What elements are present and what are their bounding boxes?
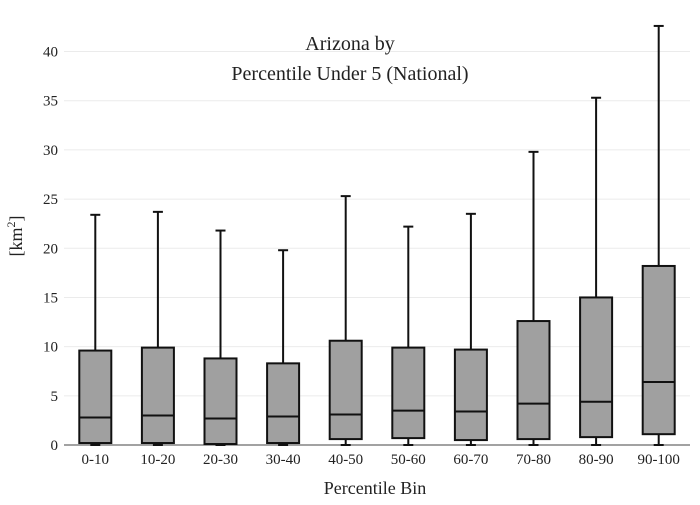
- box-group-90-100: [641, 24, 676, 446]
- box-group-50-60: [391, 225, 426, 446]
- y-axis-label-superscript: 2: [4, 222, 18, 228]
- y-tick-label: 10: [43, 340, 58, 356]
- chart-title-line-1: Arizona by: [305, 33, 394, 55]
- box-rect: [391, 346, 426, 440]
- x-tick-label: 40-50: [328, 452, 363, 468]
- tick-layer: 0 5 10 15 20 25 30 35 40 0-10 10-20 20-30 30-40 40-50…: [43, 45, 680, 468]
- y-axis-label-end: ]: [6, 216, 26, 222]
- box-rect: [516, 320, 551, 441]
- y-tick-label: 0: [51, 438, 59, 454]
- y-axis-label-base: [km: [6, 228, 26, 257]
- box-rect: [453, 348, 488, 442]
- box-group-30-40: [266, 249, 301, 446]
- y-tick-label: 35: [43, 94, 58, 110]
- y-tick-label: 40: [43, 45, 58, 61]
- box-rect: [328, 339, 363, 441]
- y-tick-label: 20: [43, 241, 58, 257]
- y-axis-label: [km2]: [4, 216, 26, 257]
- y-tick-label: 25: [43, 192, 58, 208]
- box-rect: [140, 346, 175, 445]
- x-tick-label: 90-100: [637, 452, 680, 468]
- x-axis-label: Percentile Bin: [324, 478, 426, 498]
- box-rect: [203, 357, 238, 446]
- x-tick-label: 10-20: [140, 452, 175, 468]
- box-rect: [579, 296, 614, 439]
- box-group-20-30: [203, 229, 238, 446]
- x-tick-label: 60-70: [453, 452, 488, 468]
- box-rect: [641, 264, 676, 436]
- box-layer: [78, 24, 676, 446]
- x-tick-label: 80-90: [579, 452, 614, 468]
- box-group-0-10: [78, 213, 113, 446]
- box-group-60-70: [453, 212, 488, 446]
- box-group-40-50: [328, 195, 363, 446]
- box-rect: [266, 362, 301, 445]
- chart-title-line-2: Percentile Under 5 (National): [231, 63, 468, 85]
- box-group-10-20: [140, 210, 175, 446]
- box-rect: [78, 349, 113, 445]
- x-tick-label: 30-40: [266, 452, 301, 468]
- x-tick-label: 20-30: [203, 452, 238, 468]
- x-tick-label: 50-60: [391, 452, 426, 468]
- box-group-70-80: [516, 150, 551, 446]
- y-tick-label: 5: [51, 389, 59, 405]
- y-tick-label: 30: [43, 143, 58, 159]
- x-tick-label: 0-10: [82, 452, 110, 468]
- y-tick-label: 15: [43, 290, 58, 306]
- x-tick-label: 70-80: [516, 452, 551, 468]
- box-group-80-90: [579, 96, 614, 446]
